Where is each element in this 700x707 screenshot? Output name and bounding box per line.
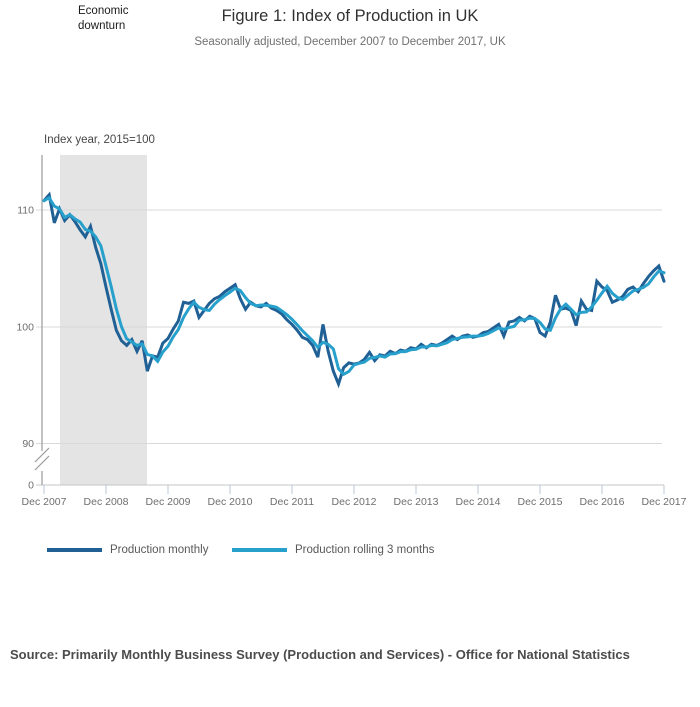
economic-downturn-annotation: Economic downturn [78,5,129,32]
x-tick-label: Dec 2008 [84,496,129,508]
rolling-line-swatch-icon [232,548,287,552]
y-axis-unit-label: Index year, 2015=100 [44,134,155,146]
x-tick-label: Dec 2015 [518,496,563,508]
y-tick-label: 110 [17,205,34,217]
y-tick-label: 90 [22,438,34,450]
chart-subtitle: Seasonally adjusted, December 2007 to De… [194,36,506,48]
axis-break-icon [34,447,50,463]
x-tick-label: Dec 2017 [642,496,687,508]
legend-label-monthly: Production monthly [110,544,209,556]
monthly-line-swatch-icon [47,548,102,552]
x-tick-label: Dec 2009 [146,496,191,508]
legend-label-rolling: Production rolling 3 months [295,544,435,556]
chart-title: Figure 1: Index of Production in UK [221,7,479,25]
source-text: Source: Primarily Monthly Business Surve… [10,647,630,662]
economic-downturn-band [60,155,147,485]
legend-item-production-rolling: Production rolling 3 months [232,543,434,557]
x-tick-label: Dec 2007 [22,496,67,508]
x-tick-label: Dec 2011 [270,496,314,508]
production-rolling-3-months-line [42,195,666,377]
legend-item-production-monthly: Production monthly [47,543,208,557]
x-tick-label: Dec 2013 [394,496,439,508]
x-tick-label: Dec 2014 [456,496,501,508]
x-tick-label: Dec 2012 [332,496,377,508]
axis-break-icon [34,455,50,471]
x-tick-label: Dec 2010 [208,496,253,508]
y-tick-label: 100 [16,321,34,333]
x-tick-label: Dec 2016 [580,496,625,508]
y-tick-label: 0 [28,480,34,492]
